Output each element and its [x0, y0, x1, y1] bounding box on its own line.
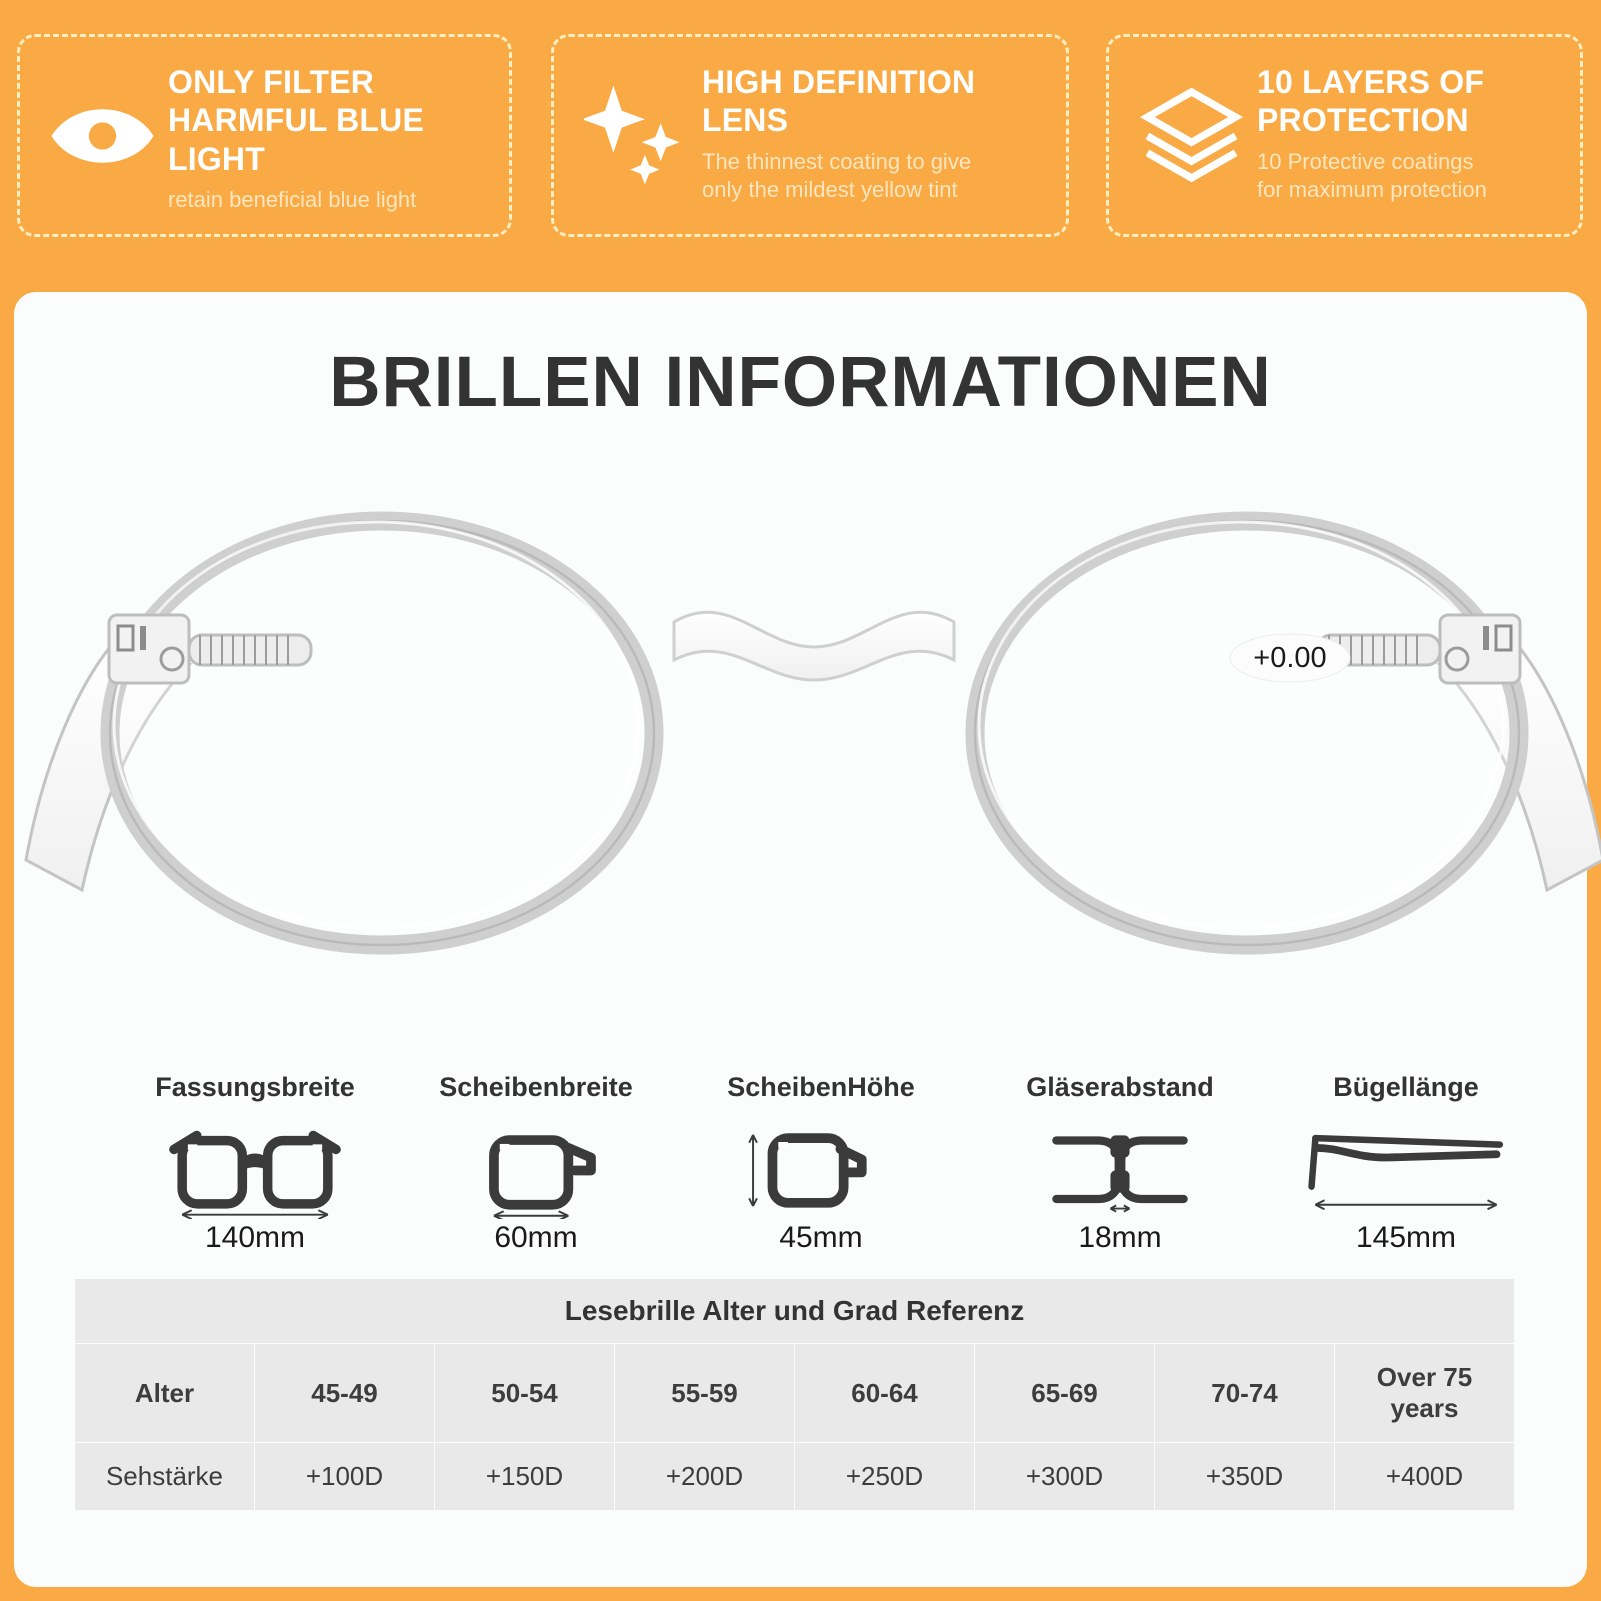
svg-text:+0.00: +0.00: [1253, 642, 1326, 674]
